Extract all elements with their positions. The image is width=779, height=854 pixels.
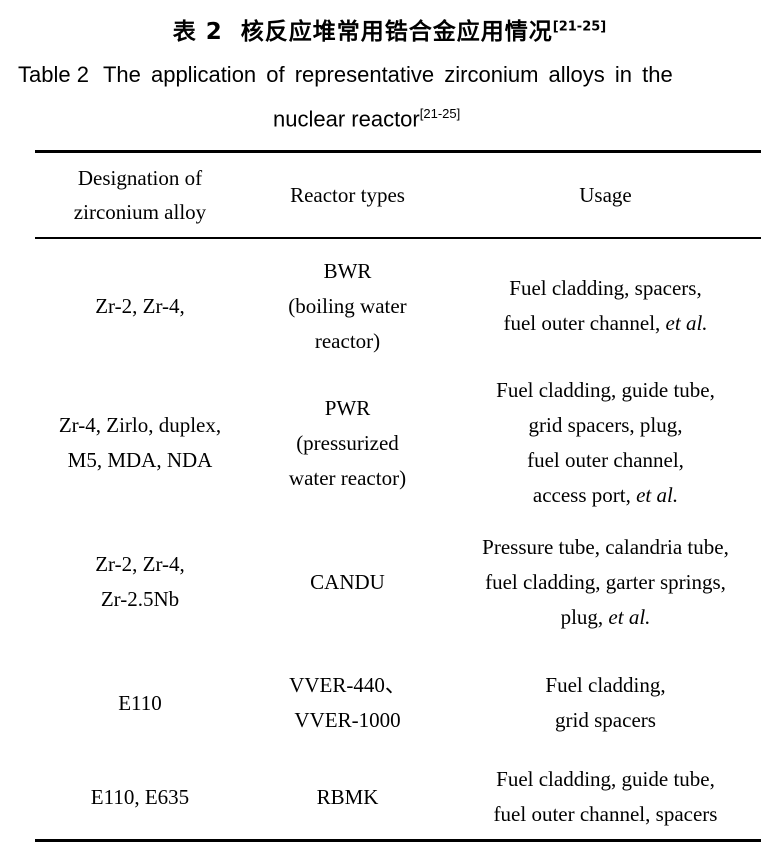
cell-line: water reactor) [288, 465, 407, 490]
cell-line: M5, MDA, NDA [67, 448, 213, 472]
reactor-type-cell: PWR (pressurized water reactor) [245, 373, 450, 513]
cell-line: E110 [118, 690, 162, 715]
cell-line: (pressurized [296, 430, 399, 455]
cell-line: reactor) [314, 328, 381, 353]
usage-cell: Fuel cladding, guide tube, grid spacers, … [450, 373, 761, 513]
alloy-cell: Zr-4, Zirlo, duplex, M5, MDA, NDA [35, 373, 245, 513]
cell-line: Fuel cladding, spacers, [509, 276, 702, 300]
header-line: Usage [579, 183, 632, 207]
cell-line: access port, et al. [532, 483, 679, 507]
alloy-cell: E110, E635 [35, 755, 245, 841]
caption-en-line2: nuclear reactor[21-25] [273, 106, 779, 132]
cell-line: Zr-4, Zirlo, duplex, [58, 413, 222, 437]
cell-line: E110, E635 [90, 784, 190, 809]
reactor-type-cell: BWR (boiling water reactor) [245, 238, 450, 373]
caption-en-text2: nuclear reactor [273, 106, 420, 132]
cell-line: fuel outer channel, [527, 448, 684, 472]
table-row: Zr-4, Zirlo, duplex, M5, MDA, NDA PWR (pres… [35, 373, 761, 513]
cell-line: RBMK [316, 784, 379, 809]
usage-cell: Pressure tube, calandria tube, fuel cladd… [450, 513, 761, 651]
table-row: Zr-2, Zr-4, BWR (boiling water reactor) Fuel… [35, 238, 761, 373]
caption-zh-label: 表 2 [172, 19, 223, 45]
caption-chinese: 表 2 核反应堆常用锆合金应用情况[21-25] [0, 0, 779, 46]
reactor-type-cell: VVER-440、 VVER-1000 [245, 651, 450, 755]
cell-line: Fuel cladding, guide tube, [496, 767, 715, 791]
cell-line: (boiling water [288, 293, 407, 318]
alloy-cell: E110 [35, 651, 245, 755]
cell-line: fuel outer channel, et al. [503, 311, 708, 335]
cell-line: fuel outer channel, spacers [493, 802, 718, 826]
cell-line: Pressure tube, calandria tube, [482, 534, 729, 559]
caption-zh-reference: [21-25] [552, 19, 607, 35]
cell-line: VVER-440、 [289, 673, 406, 697]
header-line: zirconium alloy [73, 200, 207, 224]
cell-line: plug, et al. [560, 604, 651, 629]
alloy-cell: Zr-2, Zr-4, [35, 238, 245, 373]
cell-line: grid spacers [555, 708, 656, 732]
caption-en-label: Table 2 [18, 62, 89, 87]
cell-line: Zr-2, Zr-4, [95, 293, 185, 318]
col-header-usage: Usage [450, 151, 761, 239]
alloy-cell: Zr-2, Zr-4, Zr-2.5Nb [35, 513, 245, 651]
usage-cell: Fuel cladding, guide tube, fuel outer cha… [450, 755, 761, 841]
caption-en-line1: Table 2 The application of representative… [18, 62, 779, 88]
col-header-alloy: Designation of zirconium alloy [35, 151, 245, 239]
col-header-reactor-types: Reactor types [245, 151, 450, 239]
header-row: Designation of zirconium alloy Reactor ty… [35, 151, 761, 239]
usage-cell: Fuel cladding, grid spacers [450, 651, 761, 755]
cell-line: VVER-1000 [294, 708, 401, 732]
cell-line: fuel cladding, garter springs, [485, 569, 726, 594]
cell-line: Zr-2.5Nb [100, 587, 180, 611]
cell-line: PWR [324, 395, 371, 420]
caption-en-reference: [21-25] [419, 106, 461, 121]
usage-cell: Fuel cladding, spacers, fuel outer channe… [450, 238, 761, 373]
header-line: Designation of [77, 166, 203, 190]
caption-zh-title: 核反应堆常用锆合金应用情况 [240, 19, 553, 45]
table-row: E110 VVER-440、 VVER-1000 Fuel cladding, grid… [35, 651, 761, 755]
caption-en-text: The application of representative zircon… [102, 62, 673, 87]
reactor-type-cell: RBMK [245, 755, 450, 841]
cell-line: BWR [323, 258, 372, 283]
reactor-type-cell: CANDU [245, 513, 450, 651]
cell-line: grid spacers, plug, [528, 413, 683, 437]
cell-line: Fuel cladding, guide tube, [496, 378, 715, 402]
zirconium-alloys-table: Designation of zirconium alloy Reactor ty… [35, 150, 761, 842]
table-body: Zr-2, Zr-4, BWR (boiling water reactor) Fuel… [35, 238, 761, 841]
header-line: Reactor types [290, 183, 405, 207]
caption-english: Table 2 The application of representative… [0, 62, 779, 132]
table-row: Zr-2, Zr-4, Zr-2.5Nb CANDU Pressure tube, c… [35, 513, 761, 651]
cell-line: Fuel cladding, [545, 673, 666, 697]
cell-line: Zr-2, Zr-4, [95, 552, 185, 576]
table-row: E110, E635 RBMK Fuel cladding, guide tube,… [35, 755, 761, 841]
cell-line: CANDU [310, 569, 385, 594]
